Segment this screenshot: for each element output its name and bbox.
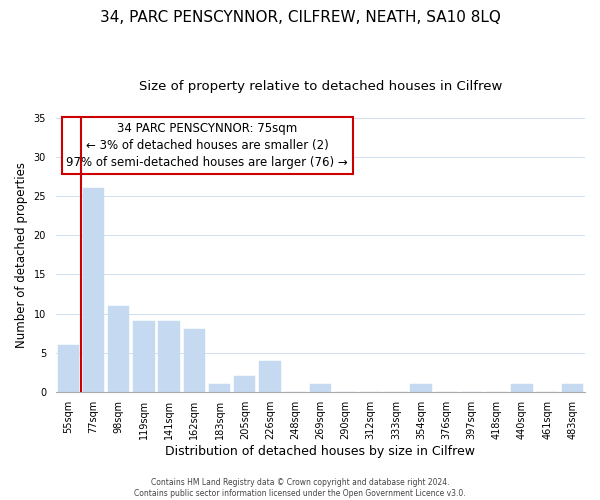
X-axis label: Distribution of detached houses by size in Cilfrew: Distribution of detached houses by size … <box>166 444 475 458</box>
Text: Contains HM Land Registry data © Crown copyright and database right 2024.
Contai: Contains HM Land Registry data © Crown c… <box>134 478 466 498</box>
Title: Size of property relative to detached houses in Cilfrew: Size of property relative to detached ho… <box>139 80 502 93</box>
Bar <box>158 322 180 392</box>
Bar <box>234 376 256 392</box>
Bar <box>410 384 432 392</box>
Bar <box>562 384 583 392</box>
Y-axis label: Number of detached properties: Number of detached properties <box>15 162 28 348</box>
Bar <box>133 322 155 392</box>
Bar <box>511 384 533 392</box>
Bar <box>209 384 230 392</box>
Bar <box>310 384 331 392</box>
Text: 34 PARC PENSCYNNOR: 75sqm
← 3% of detached houses are smaller (2)
97% of semi-de: 34 PARC PENSCYNNOR: 75sqm ← 3% of detach… <box>67 122 348 169</box>
Bar <box>259 360 281 392</box>
Bar <box>83 188 104 392</box>
Bar <box>58 345 79 392</box>
Bar <box>184 330 205 392</box>
Text: 34, PARC PENSCYNNOR, CILFREW, NEATH, SA10 8LQ: 34, PARC PENSCYNNOR, CILFREW, NEATH, SA1… <box>100 10 500 25</box>
Bar <box>108 306 130 392</box>
